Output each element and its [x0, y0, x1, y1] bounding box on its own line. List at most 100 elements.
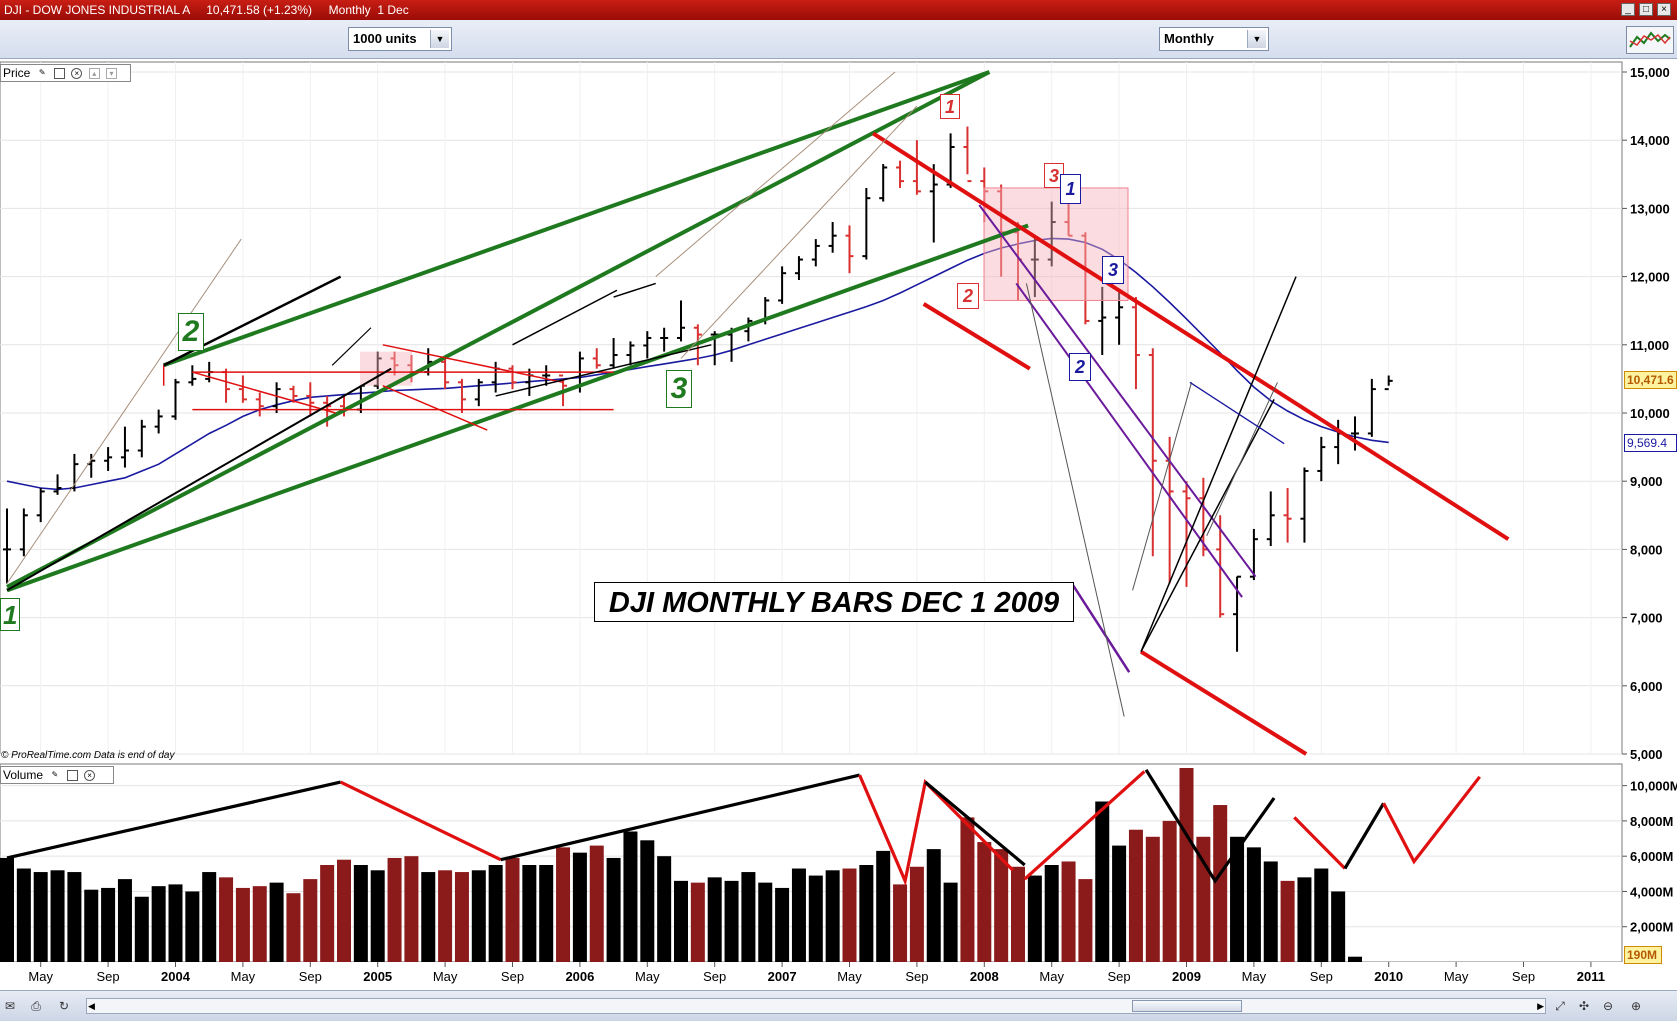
box-line-red	[382, 344, 564, 384]
volume-bar	[370, 870, 385, 962]
x-tick-label: May	[1242, 969, 1267, 984]
volume-bar	[1314, 868, 1329, 962]
move-up-icon[interactable]: ▴	[88, 68, 100, 80]
volume-trend-red	[858, 774, 1015, 887]
volume-trend-black	[1343, 802, 1385, 870]
x-tick-label: 2008	[970, 969, 999, 984]
units-select[interactable]: 1000 units ▼	[348, 27, 452, 51]
x-tick-label: May	[837, 969, 862, 984]
x-tick-label: 2005	[363, 969, 392, 984]
volume-tick-label: 10,000M	[1630, 779, 1677, 794]
volume-bar	[1061, 861, 1076, 962]
horizontal-scrollbar[interactable]: ◀ ▶	[86, 998, 1546, 1014]
trend-line-thin	[680, 105, 918, 359]
volume-bar	[707, 877, 722, 962]
volume-bar	[741, 872, 756, 962]
volume-bar	[758, 882, 773, 962]
minimize-button[interactable]: _	[1621, 3, 1635, 16]
volume-bar	[252, 886, 267, 962]
volume-bar	[1246, 847, 1261, 962]
close-icon[interactable]: ×	[71, 68, 83, 80]
maximize-button[interactable]: □	[1639, 3, 1653, 16]
chevron-down-icon[interactable]: ▼	[430, 30, 449, 48]
print-icon[interactable]: ⎙	[31, 999, 41, 1013]
wave-label-red-2: 2	[957, 283, 979, 309]
volume-tick-label: 8,000M	[1630, 814, 1673, 829]
scroll-left-icon[interactable]: ◀	[88, 1001, 95, 1011]
volume-bar	[859, 865, 874, 962]
volume-bar	[572, 852, 587, 962]
volume-trend-red	[1023, 770, 1146, 881]
close-icon[interactable]: ×	[84, 770, 96, 782]
y-tick-label: 12,000	[1630, 270, 1670, 285]
x-tick-label: Sep	[703, 969, 726, 984]
volume-trend-lines	[6, 768, 1481, 887]
volume-bar	[994, 849, 1009, 962]
volume-bar	[50, 870, 65, 962]
y-tick-label: 9,000	[1630, 474, 1663, 489]
window-icon[interactable]	[54, 68, 66, 80]
channel-line-green	[6, 70, 991, 589]
volume-bar	[421, 872, 436, 962]
trend-line-black	[1140, 276, 1297, 652]
channel-line-red	[872, 131, 1510, 541]
x-tick-label: May	[433, 969, 458, 984]
zoom-fit-icon[interactable]: ⤢	[1555, 999, 1565, 1013]
trend-line-black	[512, 289, 618, 346]
volume-bar	[471, 870, 486, 962]
y-tick-label: 6,000	[1630, 679, 1663, 694]
volume-bar	[893, 884, 908, 962]
price-pane-tab[interactable]: Price ✎ × ▴ ▾	[0, 64, 131, 82]
window-icon[interactable]	[66, 770, 78, 782]
x-tick-label: 2010	[1374, 969, 1403, 984]
volume-bar	[909, 866, 924, 962]
volume-bar	[286, 893, 301, 962]
x-tick-label: Sep	[1310, 969, 1333, 984]
wave-label-blue-1: 1	[1060, 174, 1081, 204]
volume-bar	[674, 880, 688, 962]
volume-bar	[168, 884, 183, 962]
volume-bar	[0, 857, 14, 962]
volume-bar	[1179, 768, 1194, 962]
scroll-right-icon[interactable]: ▶	[1537, 1001, 1544, 1011]
status-bar: ✉ ⎙ ↻ ◀ ▶ ⤢ ✣ ⊖ ⊕	[0, 990, 1677, 1021]
volume-bar	[185, 891, 200, 962]
wave-label-green-2: 2	[178, 313, 204, 351]
volume-tick-label: 2,000M	[1630, 920, 1673, 935]
time-axis-band	[0, 962, 1677, 988]
volume-trend-black	[500, 773, 860, 862]
expand-icon[interactable]: ✣	[1578, 999, 1590, 1013]
x-tick-label: Sep	[1108, 969, 1131, 984]
volume-bar	[387, 857, 402, 962]
move-down-icon[interactable]: ▾	[106, 68, 118, 80]
refresh-icon[interactable]: ↻	[58, 999, 70, 1013]
trend-lines	[6, 70, 1510, 756]
x-tick-label: 2004	[161, 969, 191, 984]
period-select[interactable]: Monthly ▼	[1159, 27, 1269, 51]
zoom-out-icon[interactable]: ⊖	[1602, 999, 1614, 1013]
close-button[interactable]: ×	[1657, 3, 1671, 16]
volume-bar	[84, 889, 99, 962]
wrench-icon[interactable]: ✎	[38, 68, 46, 78]
trend-line-thin	[1025, 283, 1125, 717]
mail-icon[interactable]: ✉	[4, 999, 16, 1013]
chevron-down-icon[interactable]: ▼	[1247, 30, 1266, 48]
volume-bar	[1011, 866, 1025, 962]
trend-line-purple	[1070, 582, 1131, 673]
channel-line-red	[1139, 649, 1308, 756]
time-axis: May Sep 2004 May Sep 2005 May Sep 2006 May Sep 2007…	[0, 962, 1677, 988]
scrollbar-thumb[interactable]	[1132, 1000, 1242, 1012]
wave-label-green-1: 1	[0, 598, 20, 631]
zoom-in-icon[interactable]: ⊕	[1630, 999, 1642, 1013]
volume-bar	[1348, 956, 1362, 962]
volume-bar	[454, 872, 469, 962]
trend-line-thin	[1132, 382, 1193, 591]
volume-pane-tab[interactable]: Volume ✎ ×	[0, 766, 114, 784]
toolbar: 1000 units ▼ Monthly ▼	[0, 20, 1677, 59]
volume-bar	[151, 886, 166, 962]
volume-bar	[556, 847, 571, 962]
chart-type-icon[interactable]	[1626, 26, 1674, 54]
x-tick-label: 2007	[768, 969, 797, 984]
volume-trend-red	[339, 780, 502, 862]
wrench-icon[interactable]: ✎	[51, 770, 59, 780]
